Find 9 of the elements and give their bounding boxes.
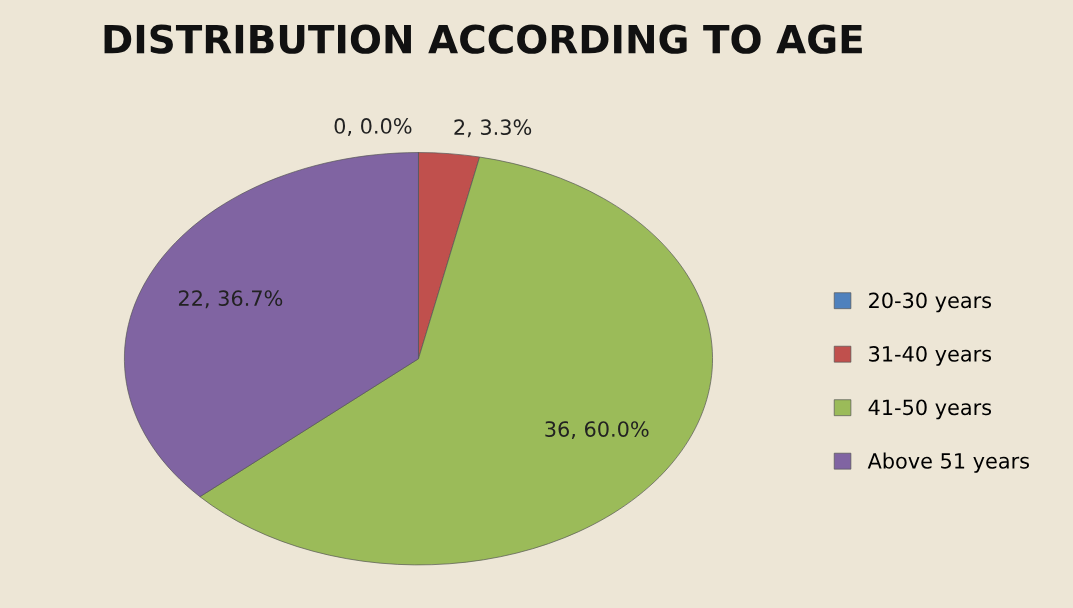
legend-label: 41-50 years: [868, 399, 992, 420]
legend-label: Above 51 years: [867, 452, 1029, 473]
legend-label: 20-30 years: [869, 292, 992, 313]
data-label: 2, 3.3%: [454, 119, 532, 138]
data-label: 36, 60.0%: [545, 421, 649, 440]
text: 0, 0.0%: [334, 118, 412, 136]
chart-title: DISTRIBUTION ACCORDING TO AGE: [104, 24, 862, 54]
legend-label: 31-40 years: [869, 345, 992, 366]
data-label: 22, 36.7%: [178, 290, 283, 309]
